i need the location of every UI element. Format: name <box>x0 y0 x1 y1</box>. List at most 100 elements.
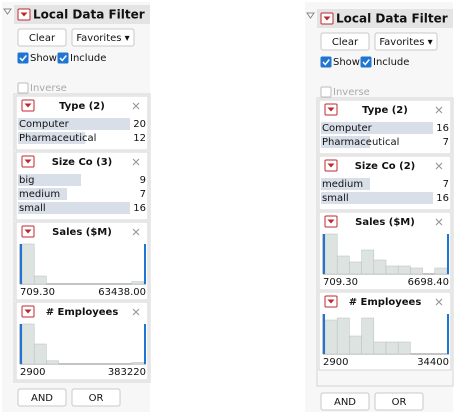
histogram-bar <box>33 343 47 365</box>
item-label: Computer <box>322 123 373 134</box>
close[interactable] <box>435 162 443 170</box>
histogram-bar <box>131 362 145 365</box>
filter-name: Type (2) <box>362 105 408 116</box>
panel-title: Local Data Filter <box>336 12 448 26</box>
menu-arrow <box>20 12 28 17</box>
count-bar[interactable] <box>18 118 130 130</box>
button-label: Clear <box>29 33 56 44</box>
item-count: 12 <box>133 133 146 144</box>
checkbox[interactable] <box>57 52 69 64</box>
range-min: 2900 <box>323 357 348 368</box>
menu-arrow <box>327 219 335 224</box>
title-bar <box>317 9 453 28</box>
histogram-bar <box>373 259 387 275</box>
filter-name: Type (2) <box>59 101 105 112</box>
range-min: 709.30 <box>20 287 55 298</box>
checkmark <box>19 55 27 62</box>
range-min: 2900 <box>20 367 45 378</box>
item-label: Pharmaceutical <box>322 137 399 148</box>
filter-box <box>15 221 149 301</box>
checkbox[interactable] <box>320 86 332 98</box>
button-label: OR <box>392 397 407 408</box>
count-bar[interactable] <box>18 132 86 144</box>
item-count: 7 <box>140 189 146 200</box>
close[interactable] <box>435 298 443 306</box>
close[interactable] <box>132 158 140 166</box>
checkbox[interactable] <box>17 82 29 94</box>
histogram-bar <box>21 243 35 285</box>
item-count: 7 <box>443 179 449 190</box>
range-max: 63438.00 <box>98 287 146 298</box>
count-bar[interactable] <box>321 122 433 134</box>
item-label: small <box>322 193 349 204</box>
range-min: 709.30 <box>323 277 358 288</box>
item-count: 16 <box>436 123 449 134</box>
button-label: Favorites ▾ <box>379 37 432 48</box>
close[interactable] <box>132 308 140 316</box>
checkmark <box>362 59 370 66</box>
histogram-bar <box>397 265 411 275</box>
checkbox[interactable] <box>360 56 372 68</box>
histogram-bar <box>349 261 362 275</box>
filter-name: Size Co (2) <box>355 161 416 172</box>
button[interactable] <box>320 392 370 411</box>
checkmark <box>59 55 67 62</box>
close[interactable] <box>132 228 140 236</box>
filter-group <box>13 93 151 383</box>
item-count: 16 <box>133 203 146 214</box>
checkbox[interactable] <box>17 52 29 64</box>
item-label: medium <box>322 179 363 190</box>
menu-arrow <box>327 163 335 168</box>
menu-arrow <box>323 16 331 21</box>
item-label: big <box>19 175 34 186</box>
range-max: 383220 <box>108 367 146 378</box>
filter-name: # Employees <box>349 297 422 308</box>
disclosure[interactable] <box>306 12 315 19</box>
item-count: 16 <box>436 193 449 204</box>
button[interactable] <box>17 28 67 47</box>
count-bar[interactable] <box>321 178 370 190</box>
disclosure[interactable] <box>3 8 12 15</box>
count-bar[interactable] <box>321 192 433 204</box>
button[interactable] <box>71 28 135 47</box>
checkbox[interactable] <box>320 56 332 68</box>
button[interactable] <box>374 392 424 411</box>
histogram-bar <box>361 317 375 355</box>
histogram-bar <box>336 317 350 355</box>
histogram-bar <box>434 267 448 275</box>
filter-name: # Employees <box>46 307 119 318</box>
check-label: Inverse <box>333 87 370 98</box>
checkmark <box>322 59 330 66</box>
filter-name: Sales ($M) <box>52 227 112 238</box>
menu-arrow <box>24 103 32 108</box>
item-count: 9 <box>140 175 146 186</box>
filter-name: Sales ($M) <box>355 217 415 228</box>
check-label: Include <box>373 57 409 68</box>
item-label: small <box>19 203 46 214</box>
check-label: Show <box>30 53 57 64</box>
count-bar[interactable] <box>18 174 81 186</box>
item-count: 7 <box>443 137 449 148</box>
button[interactable] <box>71 388 121 407</box>
count-bar[interactable] <box>18 202 130 214</box>
button-label: AND <box>31 393 53 404</box>
button[interactable] <box>374 32 438 51</box>
close[interactable] <box>435 106 443 114</box>
histogram-bar <box>324 319 338 355</box>
button-label: OR <box>89 393 104 404</box>
button[interactable] <box>17 388 67 407</box>
button[interactable] <box>320 32 370 51</box>
item-label: medium <box>19 189 60 200</box>
button-label: Favorites ▾ <box>76 33 129 44</box>
count-bar[interactable] <box>18 188 67 200</box>
histogram-bar <box>361 249 375 275</box>
button-label: Clear <box>332 37 359 48</box>
close[interactable] <box>132 102 140 110</box>
item-count: 20 <box>133 119 146 130</box>
menu-arrow <box>327 299 335 304</box>
close[interactable] <box>435 218 443 226</box>
menu-arrow <box>24 309 32 314</box>
histogram-bar <box>385 341 399 355</box>
count-bar[interactable] <box>321 136 370 148</box>
